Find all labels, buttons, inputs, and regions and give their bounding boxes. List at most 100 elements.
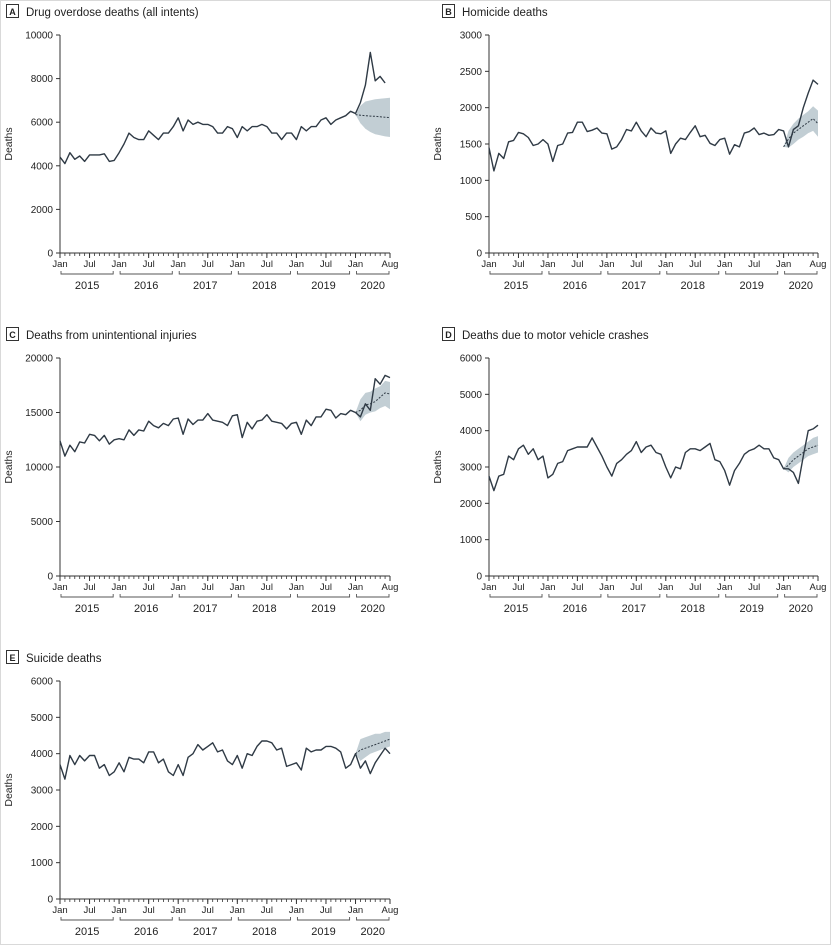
y-tick-label: 3000 (31, 786, 54, 797)
x-tick-label: Jul (83, 905, 95, 916)
year-label: 2018 (252, 603, 276, 615)
x-tick-label: Jan (540, 259, 555, 270)
x-tick-label: Jul (202, 259, 214, 270)
observed-deaths-line (59, 51, 386, 165)
year-label: 2019 (739, 603, 763, 615)
year-bracket (548, 594, 602, 598)
panel-title: Deaths from unintentional injuries (26, 330, 197, 342)
x-tick-label: Jan (171, 582, 186, 593)
y-tick-label: 4000 (31, 749, 54, 760)
x-tick-label: Jul (748, 582, 760, 593)
x-tick-label: Jan (230, 259, 245, 270)
year-bracket (666, 271, 720, 275)
x-tick-label: Jan (52, 582, 67, 593)
panel-e: E Suicide deaths 0 1000 2000 3000 4000 5000 6000… (3, 650, 398, 938)
expected-deaths-line (783, 117, 819, 148)
x-tick-label: Jan (599, 259, 614, 270)
x-tick-label: Jul (571, 582, 583, 593)
y-tick-label: 2000 (31, 205, 54, 216)
x-tick-label: Jul (571, 259, 583, 270)
x-tick-label: Jul (202, 582, 214, 593)
x-tick-label: Jan (540, 582, 555, 593)
year-bracket (60, 594, 114, 598)
year-label: 2015 (75, 603, 99, 615)
y-tick-label: 0 (47, 572, 53, 583)
x-tick-label: Jan (230, 905, 245, 916)
y-axis-label: Deaths (3, 450, 15, 483)
year-bracket (489, 594, 543, 598)
panel-letter: A (9, 7, 16, 17)
y-tick-label: 4000 (31, 161, 54, 172)
y-tick-label: 2000 (31, 822, 54, 833)
x-tick-label: Jul (630, 582, 642, 593)
x-tick-label: Jan (230, 582, 245, 593)
x-tick-label: Jul (83, 259, 95, 270)
y-tick-label: 15000 (25, 408, 53, 419)
x-tick-label: Jul (689, 259, 701, 270)
year-label: 2017 (622, 603, 646, 615)
year-bracket (489, 271, 543, 275)
year-bracket (296, 917, 351, 921)
year-bracket (119, 594, 173, 598)
year-label: 2020 (361, 926, 385, 938)
observed-deaths-line (59, 374, 391, 457)
expected-range-band (355, 97, 390, 137)
year-bracket (784, 271, 818, 275)
x-tick-label: Jan (348, 905, 363, 916)
expected-range-band (355, 731, 390, 761)
y-tick-label: 1500 (460, 140, 483, 151)
x-tick-label: Jul (261, 905, 273, 916)
year-bracket (356, 594, 390, 598)
y-tick-label: 5000 (31, 713, 54, 724)
panel-a: A Drug overdose deaths (all intents) 0 2000… (3, 4, 398, 292)
x-tick-label: Jan (658, 582, 673, 593)
y-tick-label: 10000 (25, 31, 53, 42)
y-tick-label: 0 (47, 895, 53, 906)
y-tick-label: 0 (476, 572, 482, 583)
observed-deaths-line (59, 740, 391, 780)
x-tick-label: Jan (776, 582, 791, 593)
panel-letter: B (445, 7, 452, 17)
x-tick-label: Aug (382, 582, 399, 593)
year-bracket (178, 594, 232, 598)
x-tick-label: Aug (810, 259, 827, 270)
x-tick-label: Jul (512, 582, 524, 593)
y-tick-label: 0 (476, 249, 482, 260)
x-tick-label: Jan (481, 582, 496, 593)
x-tick-label: Jan (717, 259, 732, 270)
x-tick-label: Jan (52, 259, 67, 270)
year-bracket (237, 271, 291, 275)
y-tick-label: 6000 (460, 354, 483, 365)
year-label: 2018 (681, 280, 705, 292)
x-tick-label: Jul (320, 259, 332, 270)
x-tick-label: Jan (599, 582, 614, 593)
panel-title: Drug overdose deaths (all intents) (26, 7, 199, 19)
year-bracket (119, 271, 173, 275)
panel-letter: D (445, 330, 452, 340)
y-axis-label: Deaths (3, 773, 15, 806)
y-axis-label: Deaths (432, 450, 444, 483)
y-tick-label: 8000 (31, 74, 54, 85)
year-label: 2016 (563, 603, 587, 615)
year-label: 2020 (789, 603, 813, 615)
year-label: 2015 (75, 926, 99, 938)
y-tick-label: 1000 (460, 535, 483, 546)
x-tick-label: Jan (717, 582, 732, 593)
x-tick-label: Jan (111, 905, 126, 916)
year-label: 2019 (311, 926, 335, 938)
x-tick-label: Jan (658, 259, 673, 270)
year-label: 2015 (504, 603, 528, 615)
x-tick-label: Jul (261, 259, 273, 270)
x-tick-label: Jul (83, 582, 95, 593)
panel-title: Homicide deaths (462, 7, 548, 19)
year-label: 2018 (252, 926, 276, 938)
year-bracket (60, 271, 114, 275)
year-bracket (666, 594, 720, 598)
x-tick-label: Jul (320, 905, 332, 916)
y-tick-label: 2500 (460, 67, 483, 78)
x-tick-label: Jul (689, 582, 701, 593)
year-bracket (178, 271, 232, 275)
panel-letter-box (6, 650, 19, 664)
